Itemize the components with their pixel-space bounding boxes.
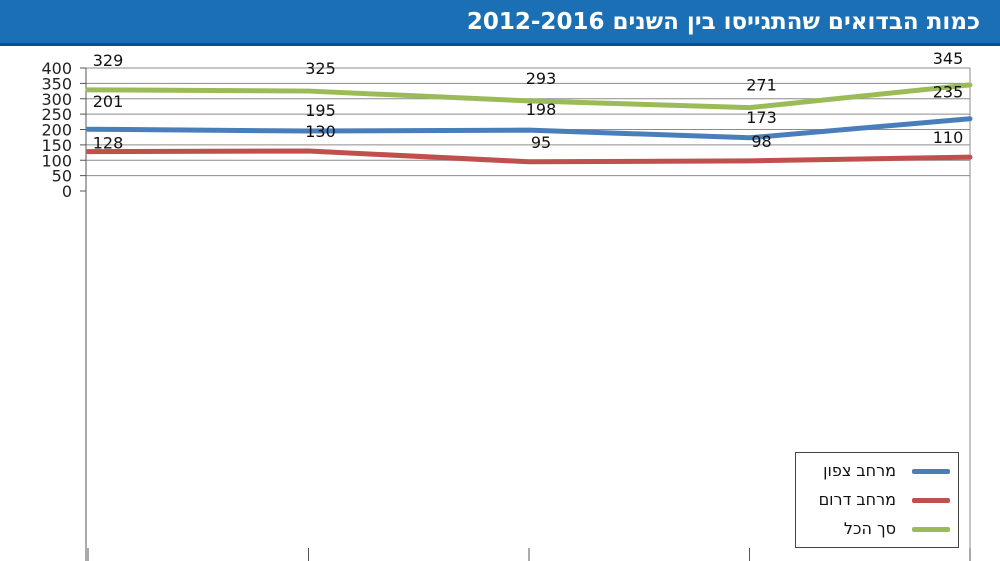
data-label: 198 (526, 100, 557, 119)
legend-label: סך הכל (843, 519, 896, 538)
y-tick-label: 100 (41, 151, 72, 170)
data-label: 345 (933, 49, 964, 68)
data-labels: 329 325 293 271 345 201 195 198 173 235 128 130 95 98… (93, 49, 964, 153)
data-label: 95 (531, 133, 551, 152)
series-lines (85, 82, 973, 165)
y-tick-label: 200 (41, 121, 72, 140)
legend: מרחב צפון מרחב דרום סך הכל (795, 452, 959, 548)
series-line-0 (85, 116, 973, 141)
data-label: 128 (93, 134, 124, 153)
y-tick-label: 0 (62, 182, 72, 201)
data-label: 271 (746, 76, 777, 95)
chart-title: כמות הבדואים שהתגייסו בין השנים 2012-201… (466, 9, 980, 35)
legend-label: מרחב צפון (823, 461, 896, 480)
legend-item: סך הכל (796, 516, 960, 542)
y-tick-label: 300 (41, 90, 72, 109)
legend-swatch (912, 498, 950, 503)
data-label: 293 (526, 69, 557, 88)
legend-item: מרחב דרום (796, 487, 960, 513)
y-tick-label: 350 (41, 74, 72, 93)
data-label: 130 (305, 122, 336, 141)
legend-swatch (912, 527, 950, 532)
title-bar: כמות הבדואים שהתגייסו בין השנים 2012-201… (0, 0, 1000, 46)
data-label: 235 (933, 83, 964, 102)
data-label: 195 (305, 101, 336, 120)
y-tick-label: 250 (41, 105, 72, 124)
data-label: 173 (746, 108, 777, 127)
data-label: 329 (93, 51, 124, 70)
legend-swatch (912, 469, 950, 474)
data-label: 201 (93, 92, 124, 111)
data-label: 98 (751, 132, 771, 151)
y-tick-label: 150 (41, 136, 72, 155)
y-tick-label: 400 (41, 59, 72, 78)
legend-item: מרחב צפון (796, 458, 960, 484)
data-label: 110 (933, 128, 964, 147)
y-tick-label: 50 (52, 167, 72, 186)
data-label: 325 (305, 59, 336, 78)
legend-label: מרחב דרום (818, 490, 896, 509)
